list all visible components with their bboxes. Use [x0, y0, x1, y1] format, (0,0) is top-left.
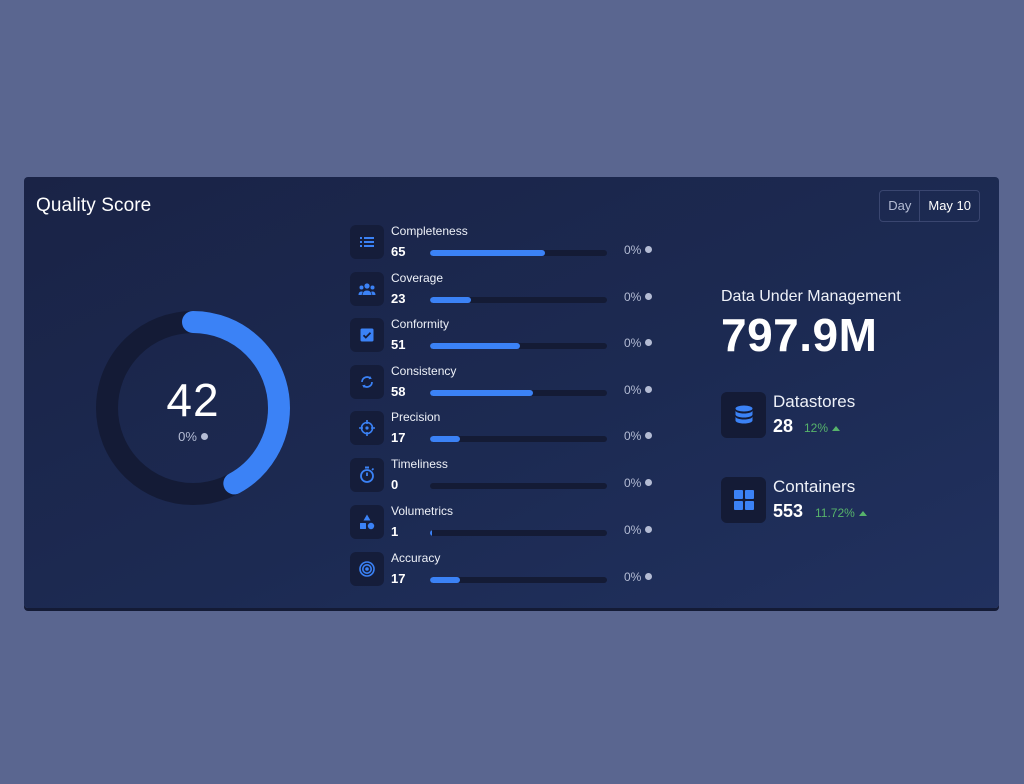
datastores-change-text: 12% [804, 421, 829, 435]
metric-label: Accuracy [391, 551, 441, 565]
metric-progress-fill [430, 530, 432, 536]
date-picker[interactable]: May 10 [928, 198, 971, 213]
checkbox-icon [350, 318, 384, 352]
metric-progress-bar [430, 343, 607, 349]
neutral-dot-icon [645, 386, 653, 393]
metric-change-text: 0% [624, 336, 642, 350]
datastores-stat[interactable]: Datastores 28 12% [721, 392, 961, 440]
datastores-change: 12% [804, 421, 841, 435]
metric-label: Conformity [391, 317, 450, 331]
metric-progress-bar [430, 297, 607, 303]
metric-progress-bar [430, 483, 607, 489]
metric-progress-bar [430, 577, 607, 583]
datastores-count: 28 [773, 416, 794, 436]
gauge-score: 42 [166, 374, 220, 426]
metric-change: 0% [624, 429, 653, 443]
metric-change: 0% [624, 290, 653, 304]
metric-label: Volumetrics [391, 504, 454, 518]
neutral-dot-icon [645, 432, 653, 439]
date-range-toggle[interactable]: Day May 10 [879, 190, 980, 222]
gauge-change-text: 0% [178, 429, 197, 444]
metric-completeness[interactable]: Completeness 65 0% [350, 223, 670, 263]
metric-label: Completeness [391, 224, 468, 238]
trend-up-icon [832, 426, 841, 431]
neutral-dot-icon [645, 573, 653, 580]
containers-change-text: 11.72% [815, 506, 855, 520]
metric-change-text: 0% [624, 429, 642, 443]
containers-change: 11.72% [815, 506, 867, 520]
target-icon [350, 552, 384, 586]
neutral-dot-icon [200, 433, 208, 440]
metric-change: 0% [624, 336, 653, 350]
metric-progress-bar [430, 530, 607, 536]
metric-change-text: 0% [624, 243, 642, 257]
group-icon [350, 272, 384, 306]
gauge-change: 0% [90, 429, 296, 444]
metric-change-text: 0% [624, 570, 642, 584]
gauge-ring [96, 311, 290, 505]
metric-value: 17 [391, 430, 406, 445]
metric-value: 23 [391, 291, 406, 306]
containers-count: 553 [773, 501, 804, 521]
stopwatch-icon [350, 458, 384, 492]
neutral-dot-icon [645, 479, 653, 486]
grid-icon [721, 477, 766, 523]
metric-progress-fill [430, 390, 533, 396]
metric-timeliness[interactable]: Timeliness 0 0% [350, 456, 670, 496]
metric-consistency[interactable]: Consistency 58 0% [350, 363, 670, 403]
metric-label: Timeliness [391, 457, 448, 471]
metric-progress-fill [430, 250, 546, 256]
metric-progress-fill [430, 297, 471, 303]
metric-change-text: 0% [624, 383, 642, 397]
data-under-management-value: 797.9M [721, 309, 878, 361]
gauge-progress-arc [96, 311, 290, 505]
metric-change: 0% [624, 243, 653, 257]
metric-label: Consistency [391, 364, 457, 378]
metric-label: Coverage [391, 271, 444, 285]
metric-progress-bar [430, 436, 607, 442]
neutral-dot-icon [645, 526, 653, 533]
metric-change: 0% [624, 476, 653, 490]
trend-up-icon [858, 511, 867, 516]
neutral-dot-icon [645, 246, 653, 253]
metric-progress-fill [430, 436, 461, 442]
containers-label: Containers [773, 477, 856, 496]
metric-value: 17 [391, 571, 406, 586]
metric-value: 1 [391, 524, 399, 539]
data-under-management-label: Data Under Management [721, 288, 901, 305]
metric-value: 51 [391, 337, 406, 352]
metric-label: Precision [391, 410, 441, 424]
metric-change-text: 0% [624, 476, 642, 490]
metric-progress-fill [430, 343, 521, 349]
metric-coverage[interactable]: Coverage 23 0% [350, 270, 670, 310]
metric-value: 58 [391, 384, 406, 399]
datastores-label: Datastores [773, 392, 856, 411]
period-select[interactable]: Day [880, 191, 921, 221]
metric-change-text: 0% [624, 523, 642, 537]
neutral-dot-icon [645, 339, 653, 346]
card-title: Quality Score [36, 195, 152, 216]
sync-icon [350, 365, 384, 399]
database-icon [721, 392, 766, 438]
metric-change: 0% [624, 570, 653, 584]
metric-change-text: 0% [624, 290, 642, 304]
metric-precision[interactable]: Precision 17 0% [350, 409, 670, 449]
quality-score-gauge: 42 0% [90, 305, 296, 511]
metric-value: 0 [391, 477, 399, 492]
shapes-icon [350, 505, 384, 539]
metric-change: 0% [624, 383, 653, 397]
metric-change: 0% [624, 523, 653, 537]
metric-progress-bar [430, 390, 607, 396]
crosshair-icon [350, 411, 384, 445]
containers-stat[interactable]: Containers 553 11.72% [721, 477, 961, 525]
metric-volumetrics[interactable]: Volumetrics 1 0% [350, 503, 670, 543]
list-icon [350, 225, 384, 259]
quality-score-card: Quality Score Day May 10 42 0% Completen… [24, 177, 999, 608]
neutral-dot-icon [645, 293, 653, 300]
metric-progress-bar [430, 250, 607, 256]
metric-conformity[interactable]: Conformity 51 0% [350, 316, 670, 356]
metric-value: 65 [391, 244, 406, 259]
metric-accuracy[interactable]: Accuracy 17 0% [350, 550, 670, 590]
metric-progress-fill [430, 577, 461, 583]
